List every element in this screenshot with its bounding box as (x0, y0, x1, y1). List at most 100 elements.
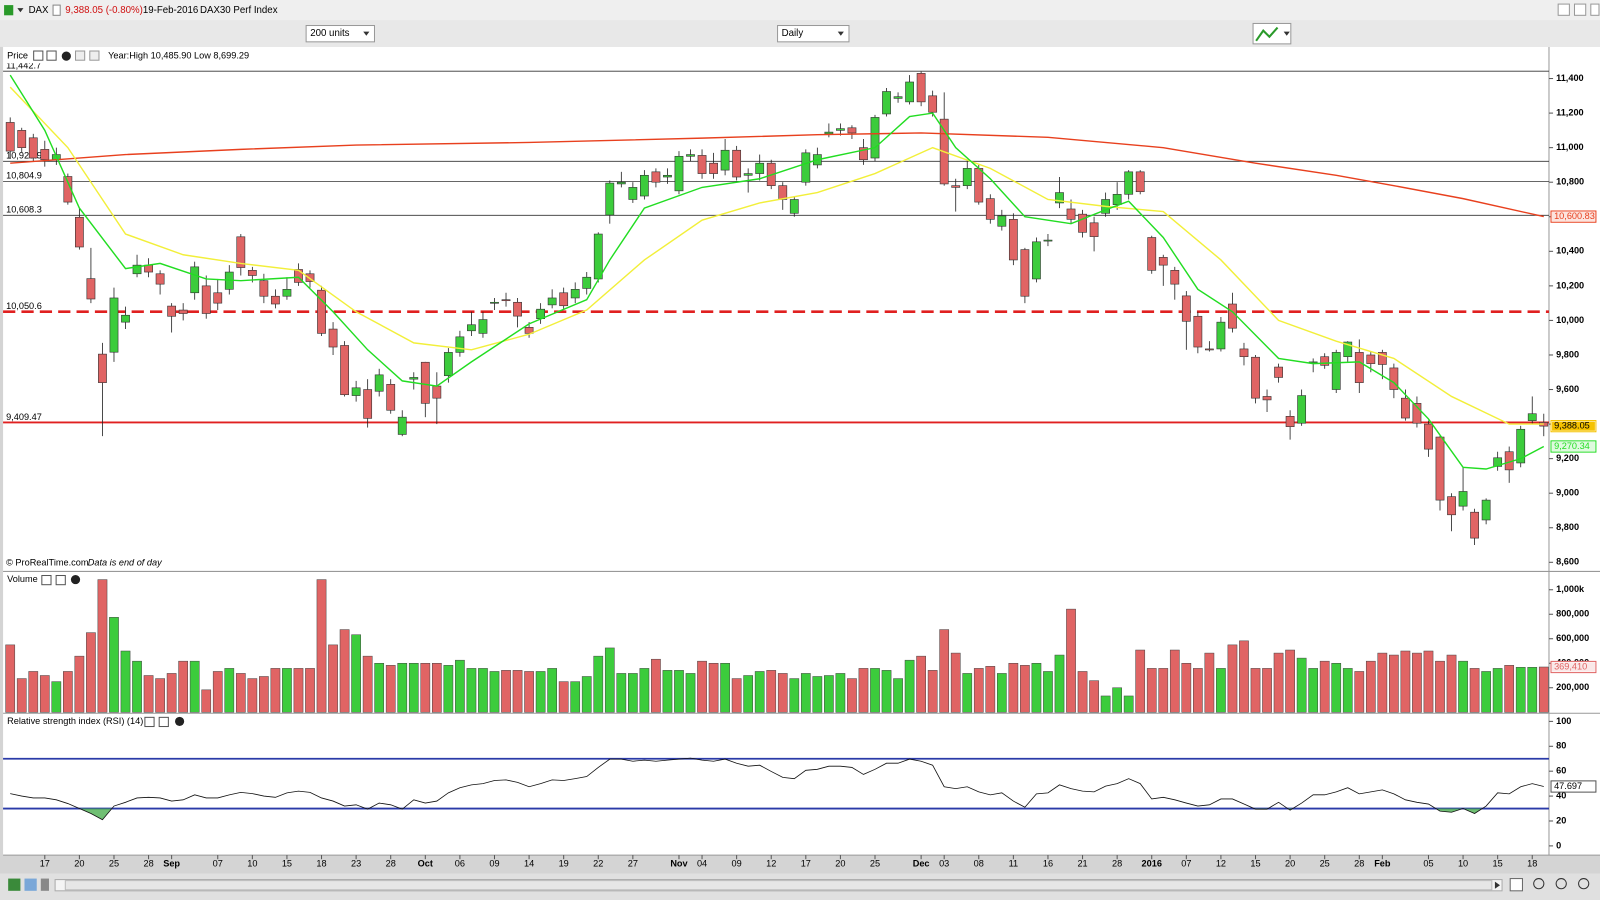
window-icon[interactable] (55, 575, 66, 586)
volume-bar (1412, 652, 1422, 713)
y-tick-label: 10,000 (1556, 315, 1584, 325)
volume-bar (1227, 644, 1238, 713)
x-tick-label: Nov (670, 859, 688, 869)
volume-bar (1331, 662, 1342, 713)
moving-average (9, 74, 1545, 470)
settings-icon[interactable] (144, 716, 155, 728)
y-tick-label: 40 (1556, 791, 1566, 801)
close-icon[interactable] (70, 575, 81, 585)
plots: 8,6008,8009,0009,2009,4009,6009,80010,00… (3, 60, 1597, 869)
maximize-button[interactable] (1573, 3, 1587, 16)
x-tick-label: 28 (143, 859, 153, 869)
dropdown-arrow (363, 31, 370, 36)
candle-body (5, 122, 15, 152)
source: © ProRealTime.com (6, 558, 89, 568)
volume-bar (455, 659, 465, 713)
x-tick-label: 14 (524, 859, 534, 869)
units-dropdown[interactable] (305, 25, 375, 43)
volume-bar (1389, 654, 1399, 713)
volume-bar (870, 668, 880, 713)
scroll-right[interactable] (1494, 881, 1500, 889)
close-icon[interactable] (61, 51, 71, 61)
x-tick-label: 07 (1181, 859, 1191, 869)
volume-bar (558, 681, 569, 713)
volume-bar (212, 671, 223, 713)
candle-body (490, 301, 499, 304)
y-tick-label: 9,800 (1556, 349, 1579, 359)
volume-bar (593, 655, 604, 713)
x-tick-label: 16 (1043, 859, 1053, 869)
icon[interactable] (89, 50, 100, 61)
moving-average (10, 132, 1544, 218)
tool-icon[interactable] (8, 878, 21, 891)
window-icon[interactable] (158, 716, 169, 728)
zoom-out[interactable] (1555, 878, 1567, 890)
volume-bar (501, 670, 511, 713)
period-dropdown[interactable] (777, 25, 850, 43)
x-tick-label: 28 (1112, 859, 1122, 869)
y-tick-label: 80 (1556, 741, 1566, 751)
candle-body (1181, 295, 1191, 322)
volume-bar (28, 671, 39, 713)
candle-body (236, 236, 246, 268)
candle-body (1377, 352, 1387, 365)
volume-bar (1377, 652, 1388, 713)
volume-bar (1400, 650, 1411, 713)
volume-bar (754, 671, 765, 713)
close-button[interactable] (1590, 3, 1600, 16)
rsi-header: Relative strength index (RSI) (14) (4, 715, 188, 729)
settings-icon[interactable] (33, 50, 44, 61)
candle-body (1354, 352, 1364, 383)
candle-body (28, 137, 38, 159)
volume-bar (489, 671, 500, 713)
y-tick-label: 9,000 (1556, 488, 1579, 498)
close-icon[interactable] (175, 716, 185, 727)
volume-bar (305, 668, 315, 713)
settings-icon[interactable] (41, 575, 52, 586)
candle-body (386, 384, 396, 411)
symbol-menu-arrow[interactable] (17, 8, 24, 13)
candle-body (824, 131, 834, 135)
volume-bar (1100, 695, 1111, 713)
volume-bar (927, 670, 938, 713)
candle-body (455, 336, 465, 353)
volume-bar (904, 659, 915, 713)
info-icon[interactable] (52, 4, 61, 16)
candle-body (732, 149, 742, 178)
candle-body (1424, 423, 1433, 450)
candle-body (1435, 436, 1445, 501)
candle-body (593, 233, 603, 280)
volume-bar (1193, 668, 1203, 713)
date: 19-Feb-2016 (143, 5, 198, 16)
period-label: Daily (782, 28, 804, 39)
zoom-tool[interactable] (1533, 878, 1545, 890)
y-tick-label: 10,200 (1556, 280, 1584, 290)
x-tick-label: 20 (74, 859, 84, 869)
candle-body (801, 152, 811, 183)
candle-body (1493, 457, 1503, 467)
window-icon[interactable] (46, 50, 57, 61)
zoom-tool[interactable] (1509, 878, 1523, 892)
scrollbar-thumb[interactable] (64, 880, 1493, 891)
candle-body (178, 309, 188, 314)
dropdown-arrow (1283, 31, 1290, 36)
candle-body (686, 154, 695, 157)
volume-bar (858, 668, 869, 713)
volume-bar (132, 660, 142, 713)
x-tick-label: 05 (1423, 859, 1433, 869)
icon[interactable] (75, 50, 86, 61)
volume-bar (512, 670, 523, 713)
tool-icon[interactable] (24, 878, 37, 891)
volume-bar (524, 671, 534, 713)
volume-bar (443, 665, 454, 713)
y-tick-label: 11,200 (1556, 108, 1584, 118)
zoom-in[interactable] (1578, 878, 1590, 890)
value-badge-fill (1552, 662, 1595, 672)
volume-bar (259, 676, 269, 713)
tool-icon[interactable] (40, 878, 49, 891)
volume-bar (247, 678, 258, 713)
volume-bar (800, 673, 811, 713)
candle-body (351, 387, 361, 396)
candle-body (1193, 315, 1203, 348)
minimize-button[interactable] (1557, 3, 1570, 16)
